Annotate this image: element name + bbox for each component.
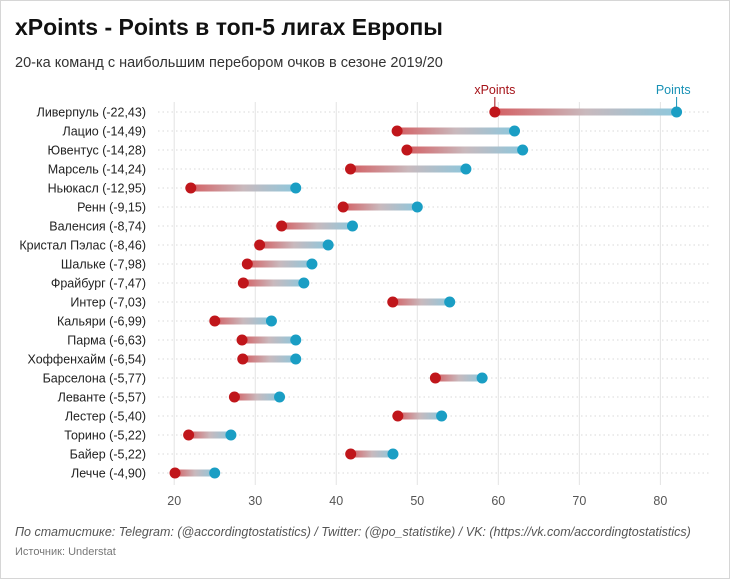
- stats-credit: По статистике: Telegram: (@accordingtost…: [15, 525, 691, 539]
- points-dot: [444, 296, 456, 308]
- dumbbell-bar: [343, 203, 418, 211]
- points-dot: [460, 163, 472, 175]
- team-label: Марсель (-14,24): [48, 163, 146, 177]
- team-label: Парма (-6,63): [67, 334, 146, 348]
- chart-title: xPoints - Points в топ-5 лигах Европы: [15, 14, 443, 40]
- legend-xpoints: xPoints: [474, 83, 515, 97]
- xpoints-dot: [345, 163, 357, 175]
- xpoints-dot: [209, 315, 221, 327]
- points-dot: [509, 125, 521, 137]
- source-note: Источник: Understat: [15, 546, 116, 558]
- x-tick-label: 50: [410, 494, 424, 508]
- xpoints-dot: [337, 201, 349, 213]
- points-dot: [290, 182, 302, 194]
- xpoints-dot: [183, 429, 195, 441]
- team-label: Ньюкасл (-12,95): [48, 182, 146, 196]
- x-tick-label: 30: [248, 494, 262, 508]
- points-dot: [322, 239, 334, 251]
- team-label: Интер (-7,03): [70, 296, 146, 310]
- xpoints-dot: [237, 277, 249, 289]
- team-label: Леванте (-5,57): [58, 391, 146, 405]
- xpoints-dot: [276, 220, 288, 232]
- xpoints-dot: [169, 467, 181, 479]
- dumbbell-bar: [188, 431, 231, 439]
- team-label: Лестер (-5,40): [65, 410, 146, 424]
- x-tick-label: 40: [329, 494, 343, 508]
- points-dot: [298, 277, 310, 289]
- points-dot: [306, 258, 318, 270]
- chart-subtitle: 20-ка команд с наибольшим перебором очко…: [15, 55, 443, 71]
- x-tick-label: 60: [491, 494, 505, 508]
- dumbbell-bar: [281, 222, 353, 230]
- dumbbell-bar: [214, 317, 272, 325]
- dumbbell-bar: [242, 355, 296, 363]
- points-dot: [387, 448, 399, 460]
- dumbbell-bar: [435, 374, 483, 382]
- xpoints-dot: [236, 334, 248, 346]
- xpoints-dot: [345, 448, 357, 460]
- xpoints-dot: [241, 258, 253, 270]
- dumbbell-bar: [247, 260, 312, 268]
- dumbbell-bar: [397, 412, 442, 420]
- xpoints-dot: [429, 372, 441, 384]
- xpoints-dot: [391, 125, 403, 137]
- points-dot: [476, 372, 488, 384]
- dumbbell-bar: [259, 241, 329, 249]
- team-label: Валенсия (-8,74): [49, 220, 146, 234]
- x-tick-label: 70: [572, 494, 586, 508]
- x-tick-label: 80: [653, 494, 667, 508]
- team-label: Хоффенхайм (-6,54): [28, 353, 147, 367]
- dumbbell-bar: [392, 298, 450, 306]
- points-dot: [265, 315, 277, 327]
- dumbbell-bar: [350, 165, 466, 173]
- team-label: Ливерпуль (-22,43): [37, 106, 146, 120]
- points-dot: [517, 144, 529, 156]
- dumbbell-bar: [243, 279, 304, 287]
- points-dot: [346, 220, 358, 232]
- points-dot: [225, 429, 237, 441]
- dumbbell-bar: [350, 450, 393, 458]
- x-tick-label: 20: [167, 494, 181, 508]
- team-label: Шальке (-7,98): [61, 258, 146, 272]
- xpoints-dot: [185, 182, 197, 194]
- dumbbell-bar: [234, 393, 280, 401]
- points-dot: [290, 334, 302, 346]
- xpoints-dot: [489, 106, 501, 118]
- team-label: Лечче (-4,90): [71, 467, 146, 481]
- xpoints-dot: [237, 353, 249, 365]
- team-label: Кальяри (-6,99): [57, 315, 146, 329]
- xpoints-dot: [254, 239, 266, 251]
- points-dot: [411, 201, 423, 213]
- team-label: Кристал Пэлас (-8,46): [19, 239, 146, 253]
- team-label: Ювентус (-14,28): [48, 144, 146, 158]
- xpoints-dot: [387, 296, 399, 308]
- legend-points: Points: [656, 83, 691, 97]
- team-label: Торино (-5,22): [64, 429, 146, 443]
- dumbbell-bar: [494, 108, 677, 116]
- team-label: Ренн (-9,15): [77, 201, 146, 215]
- dumbbell-chart: 20 30 40 50 60 70 80 Ливерпуль (-22,43) Лацио (-…: [19, 83, 709, 508]
- team-label: Лацио (-14,49): [63, 125, 147, 139]
- dumbbell-bar: [175, 469, 215, 477]
- team-label: Барселона (-5,77): [43, 372, 146, 386]
- team-label: Байер (-5,22): [70, 448, 146, 462]
- xpoints-dot: [392, 410, 404, 422]
- dumbbell-bar: [190, 184, 296, 192]
- points-dot: [290, 353, 302, 365]
- dumbbell-bar: [397, 127, 515, 135]
- points-dot: [436, 410, 448, 422]
- points-dot: [671, 106, 683, 118]
- team-label: Фрайбург (-7,47): [51, 277, 146, 291]
- points-dot: [274, 391, 286, 403]
- points-dot: [209, 467, 221, 479]
- dumbbell-bar: [406, 146, 523, 154]
- xpoints-dot: [228, 391, 240, 403]
- xpoints-dot: [401, 144, 413, 156]
- dumbbell-bar: [242, 336, 296, 344]
